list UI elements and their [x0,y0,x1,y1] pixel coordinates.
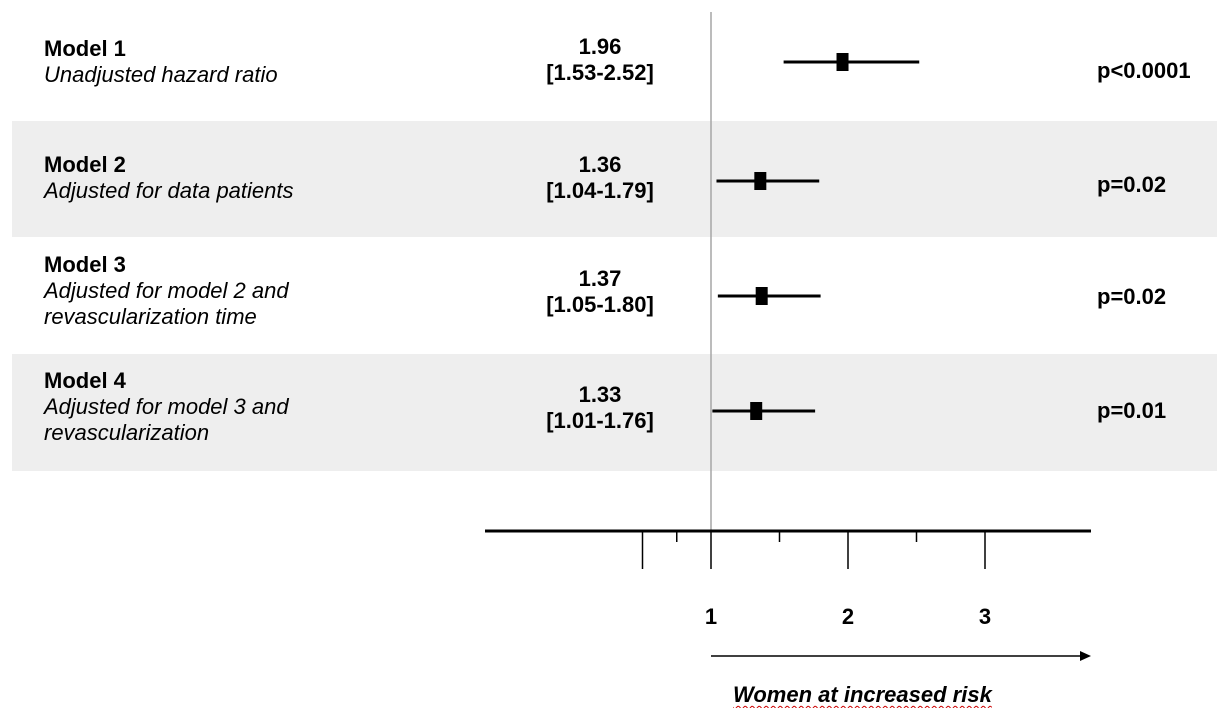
model-description: Unadjusted hazard ratio [44,62,278,87]
model-description: Adjusted for data patients [44,178,294,203]
confidence-interval: [1.05-1.80] [546,292,654,317]
estimate-model-1: 1.96 [1.53-2.52] [510,34,690,86]
tick-label-2: 2 [842,604,854,629]
p-value-model-3: p=0.02 [1097,284,1167,309]
row-band-2 [12,121,1217,237]
model-name: Model 2 [44,152,126,177]
tick-label-3: 3 [979,604,991,629]
model-name: Model 1 [44,36,126,61]
point-estimate-4 [750,402,763,420]
axis-caption: Women at increased risk [733,682,992,707]
point-estimate-2 [754,172,767,190]
hazard-ratio: 1.37 [578,266,622,291]
hazard-ratio: 1.36 [578,152,622,177]
model-description-line-2: revascularization [44,420,210,445]
hazard-ratio: 1.96 [578,34,622,59]
tick-label-1: 1 [705,604,717,629]
model-name: Model 3 [44,252,126,277]
row-label-model-1: Model 1 Unadjusted hazard ratio [44,36,278,88]
model-name: Model 4 [44,368,126,393]
confidence-interval: [1.04-1.79] [546,178,654,203]
row-label-model-3: Model 3 Adjusted for model 2 and revascu… [44,252,289,330]
model-description: Adjusted for model 3 and [44,394,289,419]
point-estimate-3 [755,287,768,305]
estimate-model-4: 1.33 [1.01-1.76] [510,382,690,434]
direction-arrow-head [1080,651,1091,661]
estimate-model-3: 1.37 [1.05-1.80] [510,266,690,318]
row-label-model-4: Model 4 Adjusted for model 3 and revascu… [44,368,289,446]
confidence-interval: [1.53-2.52] [546,60,654,85]
confidence-interval: [1.01-1.76] [546,408,654,433]
model-description-line-2: revascularization time [44,304,257,329]
hazard-ratio: 1.33 [578,382,622,407]
p-value-model-2: p=0.02 [1097,172,1167,197]
row-band-4 [12,354,1217,471]
row-label-model-2: Model 2 Adjusted for data patients [44,152,294,204]
p-value-model-4: p=0.01 [1097,398,1167,423]
model-description: Adjusted for model 2 and [44,278,289,303]
point-estimate-1 [836,53,849,71]
p-value-model-1: p<0.0001 [1097,58,1191,83]
estimate-model-2: 1.36 [1.04-1.79] [510,152,690,204]
